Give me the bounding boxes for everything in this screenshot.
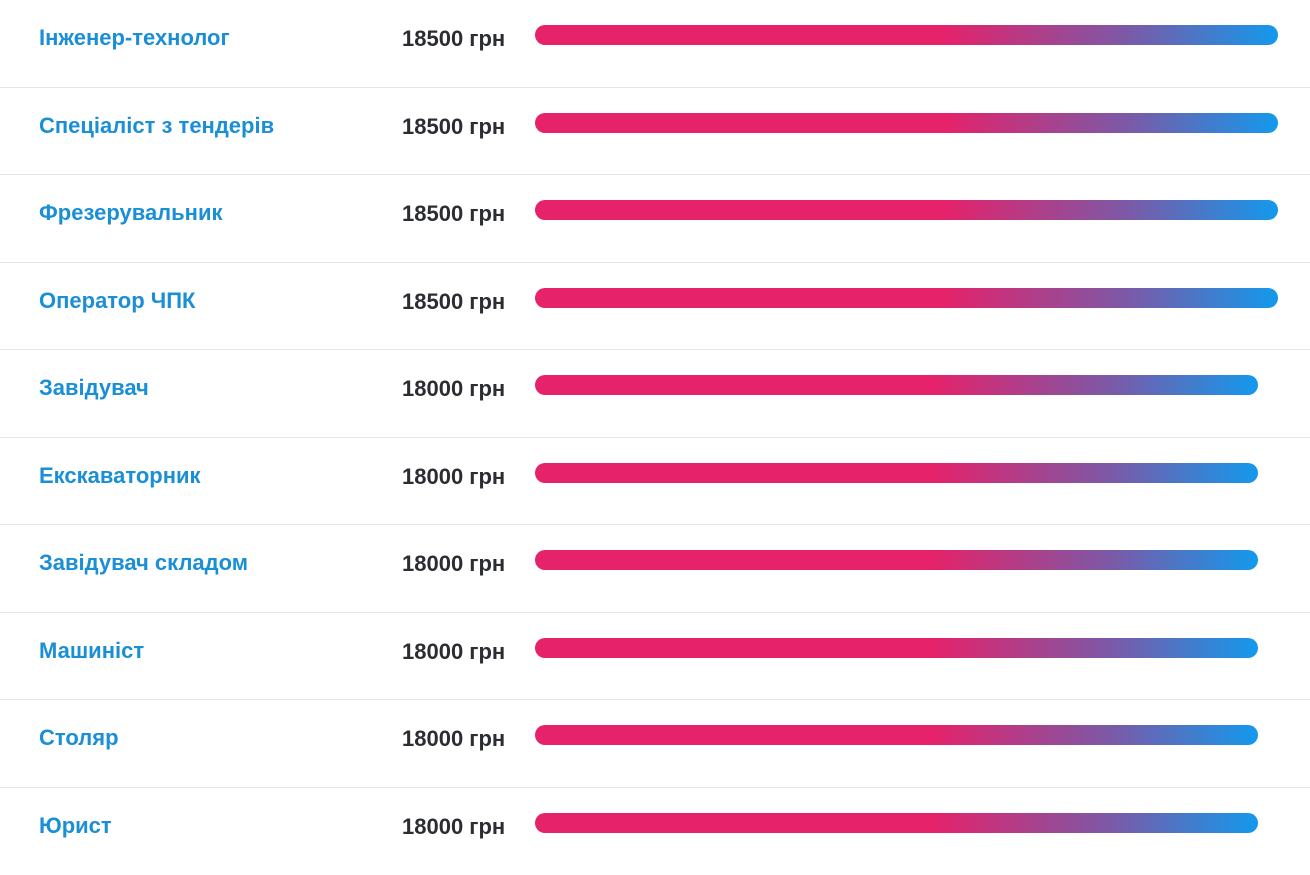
salary-bar	[535, 725, 1258, 745]
salary-bar-track	[535, 375, 1278, 395]
list-item: Завідувач 18000 грн	[0, 350, 1310, 438]
salary-bar	[535, 638, 1258, 658]
salary-bar-track	[535, 113, 1278, 133]
salary-bar-track	[535, 813, 1278, 833]
job-title-link[interactable]: Екскаваторник	[39, 463, 201, 489]
salary-value: 18000 грн	[402, 376, 505, 402]
salary-bar	[535, 288, 1278, 308]
list-item: Спеціаліст з тендерів 18500 грн	[0, 88, 1310, 176]
list-item: Фрезерувальник 18500 грн	[0, 175, 1310, 263]
salary-value: 18500 грн	[402, 114, 505, 140]
salary-bar-track	[535, 550, 1278, 570]
list-item: Юрист 18000 грн	[0, 788, 1310, 875]
salary-bar-track	[535, 288, 1278, 308]
list-item: Столяр 18000 грн	[0, 700, 1310, 788]
list-item: Завідувач складом 18000 грн	[0, 525, 1310, 613]
job-title-link[interactable]: Завідувач складом	[39, 550, 248, 576]
salary-bar-track	[535, 725, 1278, 745]
job-title-link[interactable]: Юрист	[39, 813, 112, 839]
salary-value: 18500 грн	[402, 26, 505, 52]
salary-bar	[535, 25, 1278, 45]
job-title-link[interactable]: Інженер-технолог	[39, 25, 230, 51]
list-item: Машиніст 18000 грн	[0, 613, 1310, 701]
salary-bar-track	[535, 200, 1278, 220]
salary-bar-track	[535, 463, 1278, 483]
salary-value: 18500 грн	[402, 289, 505, 315]
salary-bar-track	[535, 25, 1278, 45]
salary-bar	[535, 550, 1258, 570]
salary-bar	[535, 813, 1258, 833]
job-title-link[interactable]: Столяр	[39, 725, 119, 751]
job-title-link[interactable]: Завідувач	[39, 375, 149, 401]
job-title-link[interactable]: Фрезерувальник	[39, 200, 223, 226]
job-title-link[interactable]: Машиніст	[39, 638, 144, 664]
list-item: Оператор ЧПК 18500 грн	[0, 263, 1310, 351]
salary-value: 18500 грн	[402, 201, 505, 227]
job-title-link[interactable]: Оператор ЧПК	[39, 288, 195, 314]
salary-value: 18000 грн	[402, 551, 505, 577]
salary-value: 18000 грн	[402, 726, 505, 752]
salary-value: 18000 грн	[402, 464, 505, 490]
job-title-link[interactable]: Спеціаліст з тендерів	[39, 113, 274, 139]
salary-bar	[535, 463, 1258, 483]
salary-bar	[535, 375, 1258, 395]
salary-bar-track	[535, 638, 1278, 658]
salary-bar	[535, 113, 1278, 133]
salary-value: 18000 грн	[402, 814, 505, 840]
salary-value: 18000 грн	[402, 639, 505, 665]
salary-bar	[535, 200, 1278, 220]
list-item: Екскаваторник 18000 грн	[0, 438, 1310, 526]
list-item: Інженер-технолог 18500 грн	[0, 0, 1310, 88]
